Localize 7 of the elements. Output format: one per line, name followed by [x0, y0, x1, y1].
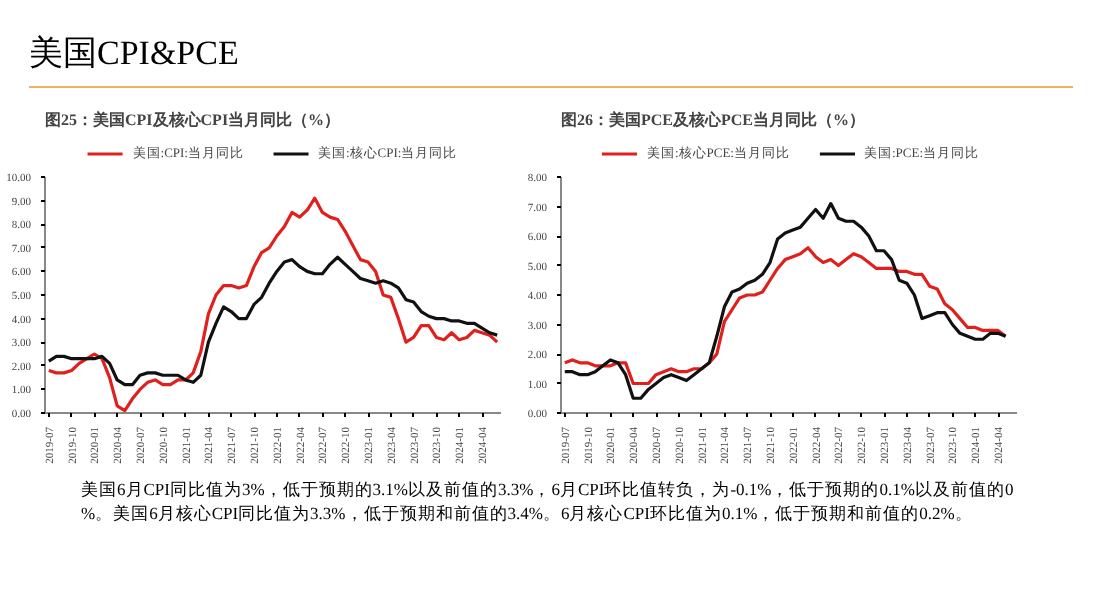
text: 美国CPI&PCE	[29, 34, 239, 72]
chart-title: 图25：美国CPI及核心CPI当月同比（%）	[45, 109, 341, 129]
text: 美国6月CPI同比值为3%，低于预期的3.1%以及前值的3.3%，6月CPI环比值转负，为-0.1%，低于预期的0.1%以及前值的0%。美国6月核心CPI同比值为3.3%，低于预期和前值的3.4%。6月核心CPI环比值为0.1%，低于预期和前值的0.2%。	[81, 479, 1014, 523]
line-series	[47, 255, 499, 387]
line-series	[563, 201, 1008, 400]
line-series	[563, 246, 1008, 386]
chart-title: 图26：美国PCE及核心PCE当月同比（%）	[561, 109, 865, 129]
